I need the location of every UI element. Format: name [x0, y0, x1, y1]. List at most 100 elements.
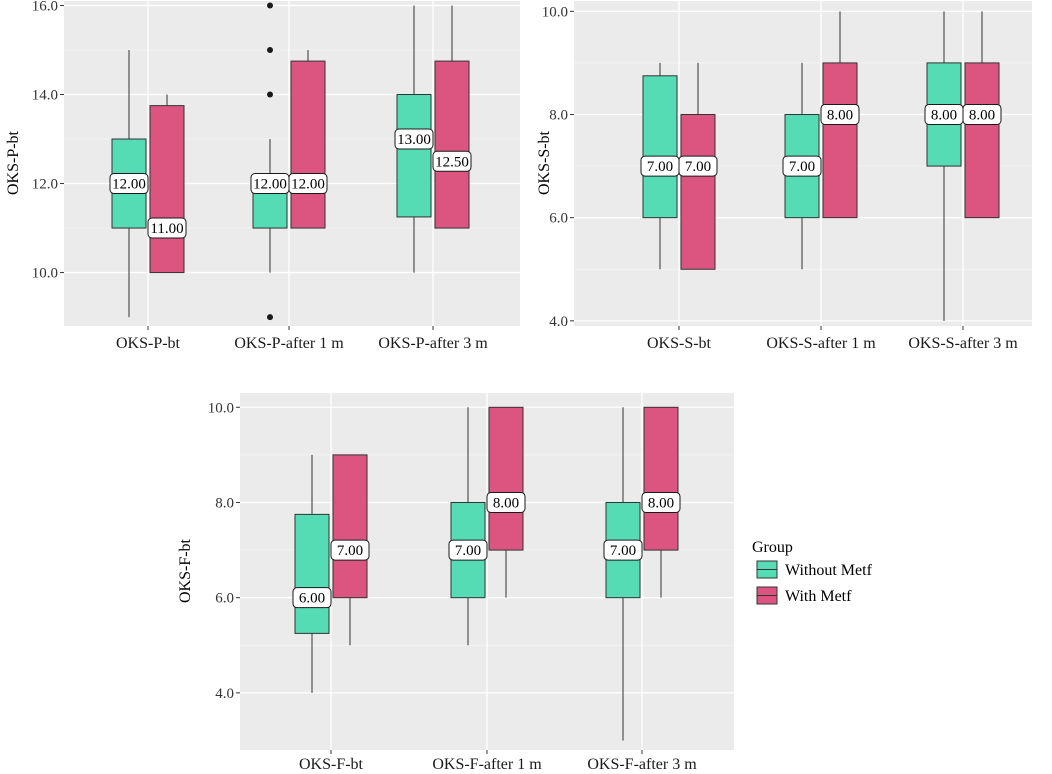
x-category-label: OKS-F-bt	[299, 756, 364, 773]
box-with-metf-1	[332, 454, 368, 646]
outlier-point	[267, 46, 273, 53]
median-label-with-metf-1: 7.00	[678, 155, 718, 177]
median-label-text: 7.00	[647, 159, 673, 175]
panel-1: 10.0 12.0 14.0 16.0 OKS-P-bt OKS-P-bt OKS-P-af…	[5, 0, 520, 352]
x-category-label: OKS-P-bt	[116, 335, 181, 352]
legend-title: Group	[752, 539, 793, 556]
median-label-box	[678, 155, 718, 177]
iqr-box	[643, 406, 679, 551]
median-label-box	[292, 587, 332, 609]
box-with-metf-2	[488, 406, 524, 598]
y-tick-label: 6.0	[549, 211, 568, 227]
median-label-without-metf-1: 7.00	[640, 155, 680, 177]
median-label-text: 12.00	[291, 177, 325, 193]
box-with-metf-2	[290, 49, 326, 229]
outlier-point	[267, 2, 273, 9]
y-axis-title: OKS-S-bt	[536, 130, 553, 195]
median-label-box	[330, 539, 370, 561]
y-tick-label: 12.0	[32, 177, 58, 193]
x-category-label: OKS-S-after 3 m	[908, 335, 1018, 352]
iqr-box	[290, 60, 326, 229]
median-label-box	[486, 491, 526, 513]
y-tick-label: 10.0	[542, 4, 568, 20]
median-label-with-metf-2: 12.00	[288, 173, 328, 195]
legend: Group Without Metf With Metf	[752, 539, 873, 605]
y-tick-label: 10.0	[32, 266, 58, 282]
y-tick-label: 8.0	[549, 107, 568, 123]
y-axis-title: OKS-F-bt	[177, 538, 194, 603]
median-label-without-metf-2: 7.00	[782, 155, 822, 177]
median-label-with-metf-3: 12.50	[432, 150, 472, 172]
y-tick-label: 8.0	[215, 495, 234, 511]
box-with-metf-1	[149, 94, 185, 274]
median-label-text: 8.00	[648, 495, 674, 511]
median-label-text: 7.00	[789, 159, 815, 175]
median-label-text: 6.00	[299, 591, 325, 607]
y-tick-label: 14.0	[32, 87, 58, 103]
median-label-box	[962, 103, 1002, 125]
legend-label-without-metf: Without Metf	[785, 562, 873, 579]
y-axis-title: OKS-P-bt	[5, 130, 22, 195]
x-category-label: OKS-F-after 3 m	[587, 756, 697, 773]
iqr-box	[294, 513, 330, 634]
median-label-with-metf-2: 8.00	[486, 491, 526, 513]
median-label-text: 12.00	[112, 177, 146, 193]
median-label-box	[288, 173, 328, 195]
median-label-box	[448, 539, 488, 561]
median-label-text: 8.00	[969, 107, 995, 123]
y-tick-label: 6.0	[215, 591, 234, 607]
median-label-text: 7.00	[455, 543, 481, 559]
iqr-box	[332, 454, 368, 599]
iqr-box	[488, 406, 524, 551]
iqr-box	[642, 75, 678, 219]
median-label-with-metf-3: 8.00	[641, 491, 681, 513]
box-without-metf-3	[396, 5, 432, 273]
median-label-with-metf-1: 11.00	[147, 217, 187, 239]
median-label-without-metf-2: 12.00	[250, 173, 290, 195]
median-label-box	[820, 103, 860, 125]
box-without-metf-1	[642, 62, 678, 270]
x-category-label: OKS-P-after 1 m	[234, 335, 344, 352]
iqr-box	[396, 93, 432, 218]
y-tick-label: 16.0	[32, 0, 58, 14]
y-tick-label: 4.0	[215, 686, 234, 702]
median-label-box	[109, 173, 149, 195]
median-label-with-metf-2: 8.00	[820, 103, 860, 125]
iqr-box	[149, 105, 185, 274]
median-label-text: 7.00	[610, 543, 636, 559]
median-label-text: 8.00	[827, 107, 853, 123]
y-tick-label: 4.0	[549, 314, 568, 330]
outlier-point	[267, 314, 273, 321]
median-label-text: 11.00	[150, 221, 183, 237]
panel-2: 4.0 6.0 8.0 10.0 OKS-S-bt OKS-S-bt OKS-S-after…	[536, 1, 1032, 352]
iqr-box	[822, 62, 858, 219]
median-label-without-metf-3: 7.00	[603, 539, 643, 561]
median-label-without-metf-3: 8.00	[924, 103, 964, 125]
median-label-text: 7.00	[685, 159, 711, 175]
box-with-metf-1	[680, 62, 716, 270]
median-label-box	[147, 217, 187, 239]
median-label-box	[394, 128, 434, 150]
iqr-box	[964, 62, 1000, 219]
x-category-label: OKS-S-bt	[647, 335, 712, 352]
box-with-metf-3	[434, 5, 470, 229]
median-label-with-metf-3: 8.00	[962, 103, 1002, 125]
box-without-metf-1	[294, 454, 330, 693]
iqr-box	[680, 113, 716, 270]
median-label-text: 8.00	[493, 495, 519, 511]
median-label-text: 12.00	[253, 177, 287, 193]
median-label-without-metf-1: 6.00	[292, 587, 332, 609]
median-label-without-metf-3: 13.00	[394, 128, 434, 150]
median-label-with-metf-1: 7.00	[330, 539, 370, 561]
median-label-without-metf-2: 7.00	[448, 539, 488, 561]
x-category-label: OKS-P-after 3 m	[378, 335, 488, 352]
median-label-text: 8.00	[931, 107, 957, 123]
x-category-label: OKS-F-after 1 m	[432, 756, 542, 773]
median-label-box	[432, 150, 472, 172]
y-tick-label: 10.0	[208, 400, 234, 416]
median-label-box	[603, 539, 643, 561]
median-label-text: 12.50	[435, 154, 469, 170]
legend-label-with-metf: With Metf	[785, 588, 852, 605]
panel-3: 4.0 6.0 8.0 10.0 OKS-F-bt OKS-F-bt OKS-F-after…	[177, 393, 734, 773]
